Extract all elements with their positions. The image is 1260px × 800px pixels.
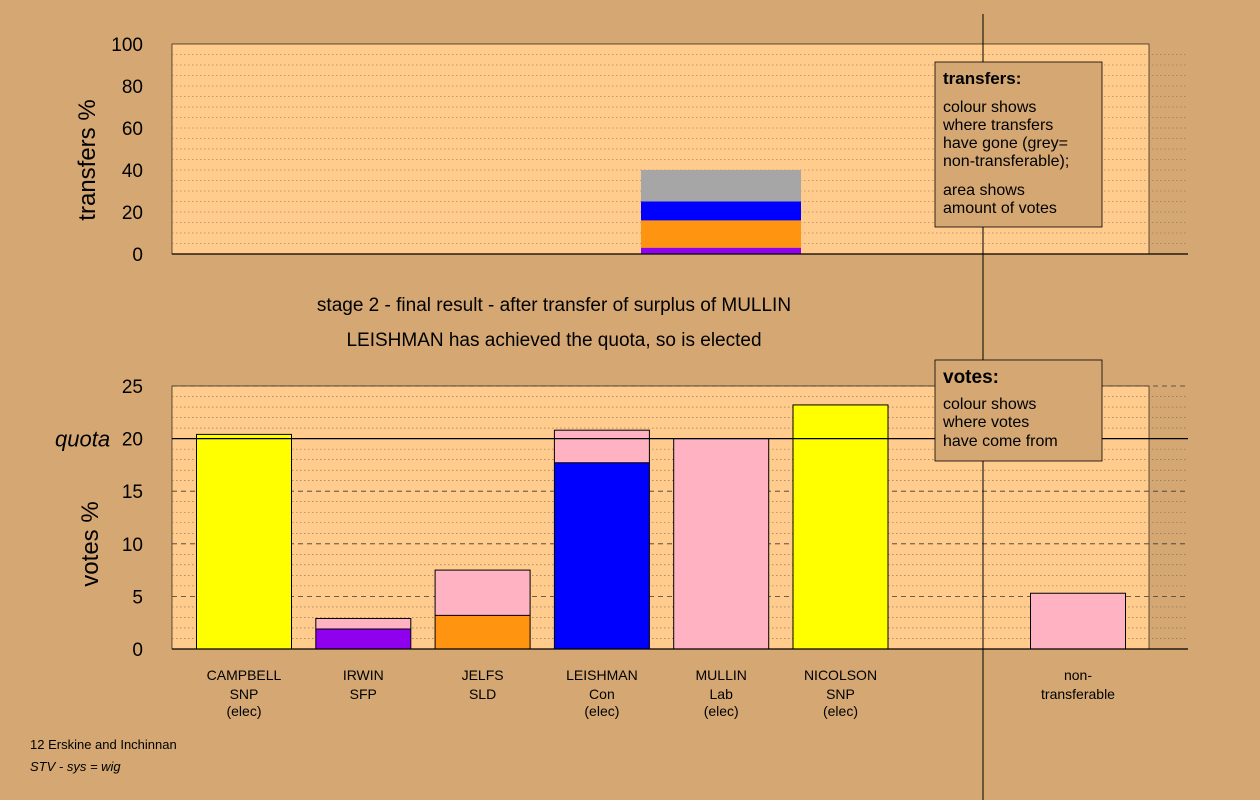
candidate-label: MULLIN [696, 667, 747, 683]
y-tick-label: 25 [122, 377, 143, 398]
y-tick-label: 80 [122, 77, 143, 98]
bar-segment-pink [673, 438, 769, 649]
votes-legend-line: colour shows [943, 396, 1036, 413]
footer-ward: 12 Erskine and Inchinnan [30, 737, 177, 752]
votes-legend-line: have come from [943, 433, 1058, 450]
candidate-label: Con [589, 686, 615, 702]
candidate-label: SNP [230, 686, 259, 702]
bar-segment-pink [554, 430, 650, 463]
candidate-label: IRWIN [343, 667, 384, 683]
bar-segment-orange [435, 615, 531, 649]
votes-y-ticks: 0 5 10 15 20 25 [122, 377, 143, 661]
transfers-bars [641, 170, 801, 254]
candidate-label: SLD [469, 686, 496, 702]
candidate-label: (elec) [226, 703, 261, 719]
bar-segment-purple [315, 629, 411, 649]
transfer-segment-purple [641, 247, 801, 254]
candidate-label: Lab [710, 686, 734, 702]
transfers-y-ticks: 0 20 40 60 80 100 [111, 35, 143, 266]
nontransferable-label: transferable [1041, 686, 1115, 702]
candidate-label: CAMPBELL [207, 667, 282, 683]
transfer-segment-orange [641, 220, 801, 248]
y-tick-label: 20 [122, 430, 143, 451]
candidate-label: NICOLSON [804, 667, 877, 683]
bar-segment-pink [1030, 593, 1126, 649]
transfers-legend-line: have gone (grey= [943, 135, 1068, 152]
candidate-labels: CAMPBELLSNP(elec)IRWINSFPJELFSSLDLEISHMA… [207, 667, 1116, 719]
transfers-legend-line: non-transferable); [943, 153, 1069, 170]
vote-bar-mullin [673, 438, 770, 650]
transfers-legend-line: where transfers [942, 117, 1053, 134]
votes-legend: votes: colour shows where votes have com… [934, 359, 1103, 462]
votes-y-label: votes % [77, 501, 104, 586]
bar-segment-pink [435, 570, 531, 616]
y-tick-label: 100 [111, 35, 143, 56]
y-tick-label: 5 [132, 587, 143, 608]
y-tick-label: 0 [132, 640, 143, 661]
y-tick-label: 40 [122, 161, 143, 182]
vote-bar-nontransferable [1030, 592, 1126, 650]
votes-legend-title: votes: [943, 367, 999, 388]
votes-legend-line: where votes [942, 414, 1029, 431]
candidate-label: (elec) [823, 703, 858, 719]
bar-segment-yellow [196, 434, 292, 649]
transfers-legend-line: area shows [943, 182, 1025, 199]
candidate-label: LEISHMAN [566, 667, 638, 683]
transfer-segment-grey [641, 170, 801, 202]
quota-label: quota [55, 427, 110, 452]
y-tick-label: 20 [122, 203, 143, 224]
bar-segment-blue [554, 462, 650, 649]
y-tick-label: 10 [122, 535, 143, 556]
bar-segment-yellow [793, 404, 888, 649]
vote-bar-jelfs [434, 569, 531, 650]
candidate-label: (elec) [704, 703, 739, 719]
candidate-label: SNP [826, 686, 855, 702]
transfers-legend-title: transfers: [943, 69, 1021, 88]
transfers-y-label: transfers % [74, 99, 101, 220]
y-tick-label: 60 [122, 119, 143, 140]
y-tick-label: 0 [132, 245, 143, 266]
candidate-label: (elec) [584, 703, 619, 719]
vote-bar-leishman [553, 429, 650, 650]
subtitle-elected: LEISHMAN has achieved the quota, so is e… [346, 330, 761, 351]
nontransferable-label: non- [1064, 667, 1092, 683]
bar-segment-pink [315, 618, 411, 630]
footer-system: STV - sys = wig [30, 759, 121, 774]
votes-bars [196, 404, 1126, 650]
candidate-label: JELFS [462, 667, 504, 683]
vote-bar-campbell [196, 433, 292, 650]
transfer-segment-blue [641, 201, 801, 221]
candidate-label: SFP [350, 686, 377, 702]
transfers-legend: transfers: colour shows where transfers … [934, 61, 1103, 228]
vote-bar-nicolson [792, 404, 889, 650]
subtitle-stage: stage 2 - final result - after transfer … [317, 295, 791, 316]
transfers-legend-line: amount of votes [943, 200, 1057, 217]
transfers-legend-line: colour shows [943, 99, 1036, 116]
vote-bar-irwin [315, 617, 412, 650]
y-tick-label: 15 [122, 482, 143, 503]
